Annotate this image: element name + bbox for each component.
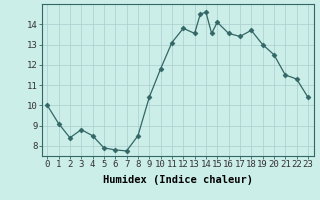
- X-axis label: Humidex (Indice chaleur): Humidex (Indice chaleur): [103, 175, 252, 185]
